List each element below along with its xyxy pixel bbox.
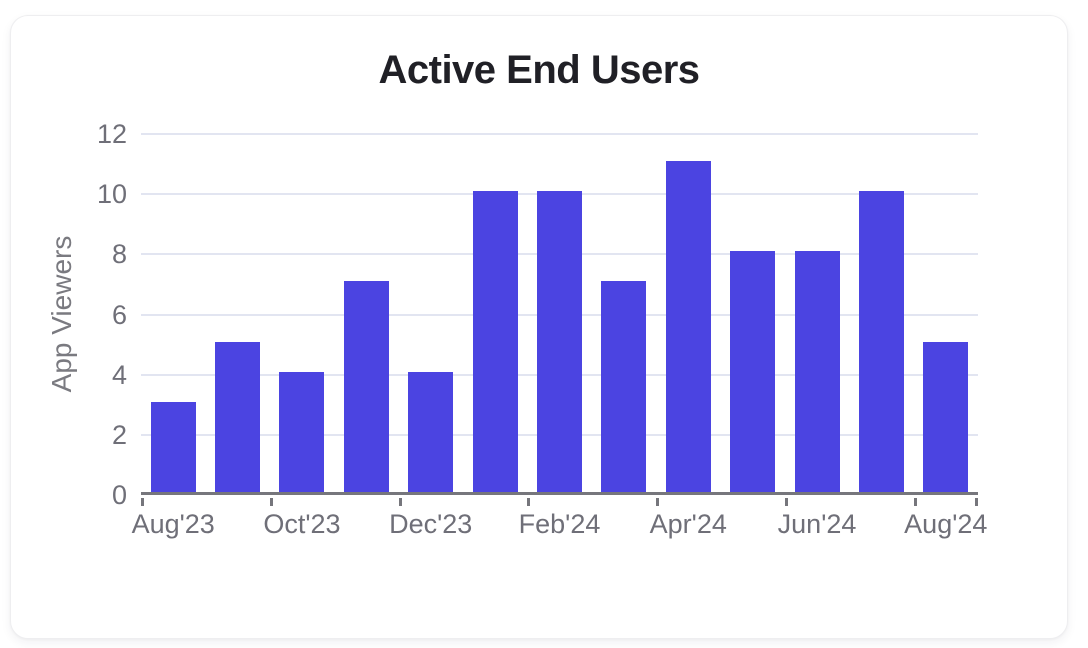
- chart-title: Active End Users: [378, 48, 700, 92]
- x-axis-tick-2: [398, 498, 402, 506]
- x-tick-label-Aug'24: Aug'24: [904, 509, 988, 539]
- y-tick-label-0: 0: [111, 480, 127, 510]
- chart-card: Active End Users App Viewers 0 2 4 6 8 10 12 A…: [10, 15, 1068, 639]
- bar-Apr'24[interactable]: [665, 161, 711, 492]
- bar-Jun'24[interactable]: [794, 251, 840, 492]
- gridline-y-12: [141, 133, 978, 135]
- x-tick-label-Dec'23: Dec'23: [389, 509, 473, 539]
- bar-Feb'24[interactable]: [537, 191, 582, 492]
- bar-Dec'23[interactable]: [408, 371, 454, 492]
- y-tick-label-12: 12: [96, 119, 127, 149]
- plot-area: [141, 133, 978, 495]
- x-axis-tick-1: [269, 498, 273, 506]
- x-tick-label-Feb'24: Feb'24: [518, 509, 601, 539]
- x-axis-tick-7: [975, 498, 978, 506]
- x-axis-tick-0: [141, 498, 144, 506]
- y-tick-label-2: 2: [111, 419, 127, 450]
- x-axis-tick-4: [656, 498, 660, 506]
- bar-Aug'23[interactable]: [150, 401, 196, 492]
- bar-Mar'24[interactable]: [601, 281, 647, 492]
- bar-Sep'23[interactable]: [215, 341, 261, 492]
- x-tick-label-Oct'23: Oct'23: [263, 509, 341, 539]
- y-tick-label-8: 8: [111, 239, 127, 270]
- x-axis-tick-3: [527, 498, 531, 506]
- x-axis-tick-6: [913, 498, 917, 506]
- bar-Jan'24[interactable]: [472, 191, 518, 492]
- y-tick-label-10: 10: [96, 179, 127, 210]
- bar-Nov'23[interactable]: [343, 281, 389, 492]
- x-tick-label-Aug'23: Aug'23: [131, 509, 215, 539]
- x-tick-label-Jun'24: Jun'24: [777, 509, 857, 539]
- bar-May'24[interactable]: [730, 251, 776, 492]
- bar-Aug'24[interactable]: [923, 341, 969, 492]
- y-tick-label-6: 6: [111, 299, 127, 330]
- y-tick-label-4: 4: [111, 359, 127, 390]
- x-tick-label-Apr'24: Apr'24: [649, 509, 727, 539]
- bar-Oct'23[interactable]: [279, 371, 325, 492]
- x-axis-tick-5: [784, 498, 788, 506]
- bar-Jul'24[interactable]: [858, 191, 904, 492]
